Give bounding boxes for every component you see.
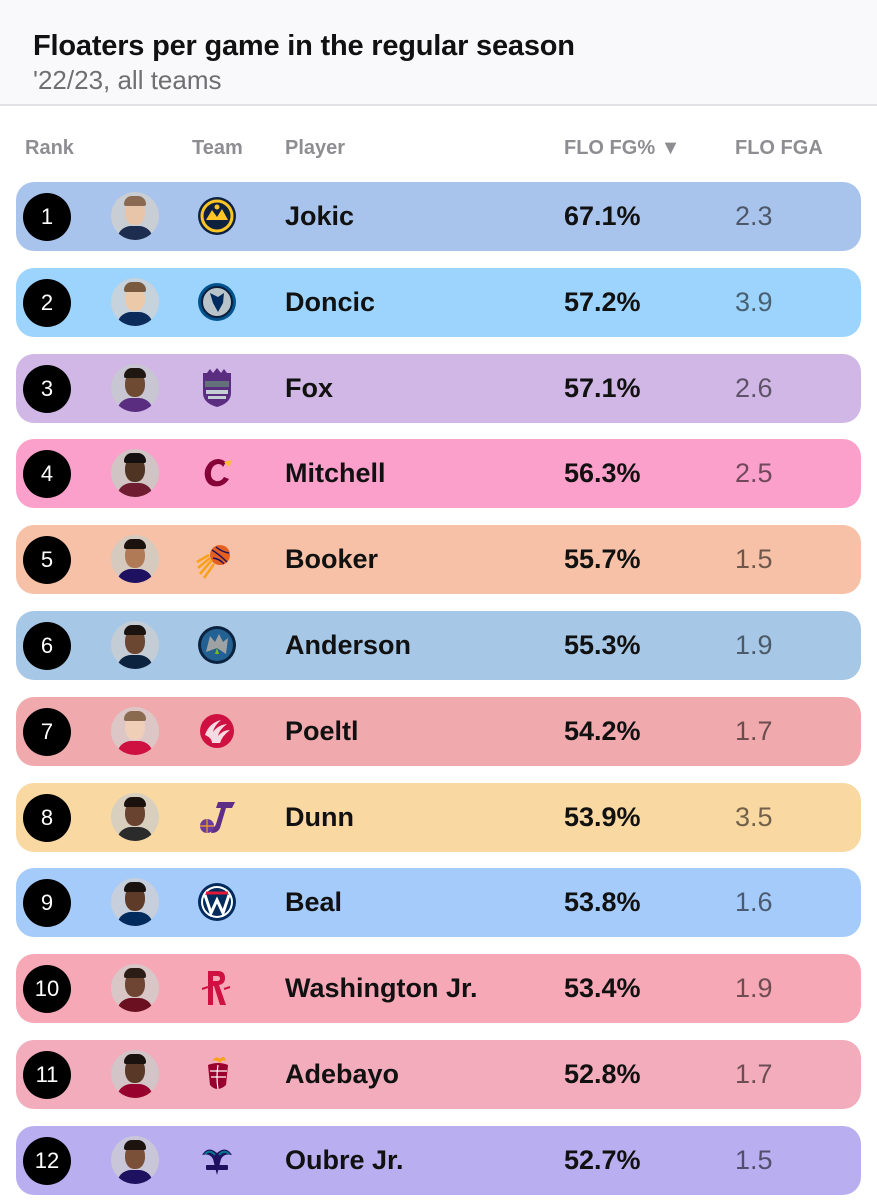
nuggets-logo-icon bbox=[196, 195, 238, 237]
flo-fg-value: 67.1% bbox=[564, 201, 641, 231]
table-row[interactable]: 11 Adebayo 52.8% 1.7 bbox=[16, 1040, 861, 1109]
table-row[interactable]: 6 Anderson 55.3% 1.9 bbox=[16, 611, 861, 680]
player-name: Adebayo bbox=[285, 1059, 400, 1089]
column-header-rank[interactable]: Rank bbox=[25, 137, 74, 159]
rank-badge: 2 bbox=[23, 278, 71, 327]
flo-fg-value: 53.8% bbox=[564, 887, 641, 918]
rank-badge: 6 bbox=[23, 622, 71, 670]
flo-fga-value: 3.9 bbox=[735, 286, 773, 317]
raptors-logo-icon bbox=[196, 710, 238, 752]
player-avatar bbox=[111, 1135, 159, 1184]
flo-fg-value: 55.7% bbox=[564, 544, 641, 575]
rank-badge: 4 bbox=[23, 450, 71, 499]
flo-fga-value: 1.7 bbox=[735, 1059, 773, 1089]
player-name: Dunn bbox=[285, 801, 354, 832]
flo-fga-value: 1.5 bbox=[735, 544, 773, 575]
flo-fga-value: 2.6 bbox=[735, 372, 773, 403]
flo-fg-value: 52.7% bbox=[564, 1144, 641, 1175]
flo-fga-value: 3.5 bbox=[735, 801, 773, 832]
rank-badge: 1 bbox=[23, 193, 71, 241]
table-row[interactable]: 8 Dunn 53.9% 3.5 bbox=[16, 782, 861, 852]
flo-fga-value: 1.5 bbox=[735, 1144, 773, 1175]
player-avatar bbox=[111, 792, 159, 841]
header: Floaters per game in the regular season … bbox=[0, 0, 877, 106]
table-row[interactable]: 9 Beal 53.8% 1.6 bbox=[16, 868, 861, 938]
player-name: Washington Jr. bbox=[285, 973, 478, 1004]
flo-fg-value: 57.2% bbox=[564, 286, 641, 317]
player-avatar bbox=[111, 449, 159, 498]
flo-fg-value: 52.8% bbox=[564, 1059, 641, 1089]
table-row[interactable]: 7 Poeltl 54.2% 1.7 bbox=[16, 696, 861, 766]
rank-badge: 8 bbox=[23, 793, 71, 842]
column-header-flo-fg-sorted[interactable]: FLO FG% ▼ bbox=[564, 137, 681, 159]
rank-badge: 3 bbox=[23, 364, 71, 413]
table-row[interactable]: 5 Booker 55.7% 1.5 bbox=[16, 525, 861, 595]
player-name: Jokic bbox=[285, 201, 355, 231]
page-subtitle: '22/23, all teams bbox=[33, 65, 222, 95]
rank-badge: 10 bbox=[23, 965, 71, 1014]
cavaliers-logo-icon bbox=[196, 452, 238, 494]
hornets-logo-icon bbox=[196, 1139, 238, 1181]
rank-badge: 11 bbox=[23, 1051, 71, 1099]
flo-fg-value: 55.3% bbox=[564, 630, 641, 660]
rank-badge: 7 bbox=[23, 707, 71, 756]
player-name: Beal bbox=[285, 887, 343, 918]
rank-badge: 12 bbox=[23, 1136, 71, 1185]
wizards-logo-icon bbox=[196, 881, 238, 923]
flo-fga-value: 2.5 bbox=[735, 458, 773, 489]
flo-fg-value: 53.9% bbox=[564, 801, 641, 832]
rockets-logo-icon bbox=[196, 967, 238, 1009]
flo-fga-value: 1.7 bbox=[735, 715, 773, 746]
timberwolves-logo-icon bbox=[196, 624, 238, 666]
rank-badge: 5 bbox=[23, 536, 71, 585]
player-name: Booker bbox=[285, 544, 379, 575]
column-header-player[interactable]: Player bbox=[285, 137, 346, 159]
flo-fga-value: 1.9 bbox=[735, 973, 773, 1004]
column-header-team[interactable]: Team bbox=[192, 137, 243, 159]
flo-fga-value: 1.6 bbox=[735, 887, 773, 918]
player-name: Oubre Jr. bbox=[285, 1144, 404, 1175]
heat-logo-icon bbox=[196, 1053, 238, 1095]
player-avatar bbox=[111, 964, 159, 1013]
page-title: Floaters per game in the regular season bbox=[33, 30, 575, 62]
flo-fg-value: 54.2% bbox=[564, 715, 641, 746]
table-row[interactable]: 12 Oubre Jr. 52.7% 1.5 bbox=[16, 1125, 861, 1195]
table-row[interactable]: 10 Washington Jr. 53.4% 1.9 bbox=[16, 954, 861, 1024]
mavericks-logo-icon bbox=[196, 281, 238, 323]
flo-fga-value: 1.9 bbox=[735, 630, 773, 660]
table-row[interactable]: 2 Doncic 57.2% 3.9 bbox=[16, 267, 861, 337]
player-avatar bbox=[111, 878, 159, 927]
suns-logo-icon bbox=[196, 538, 238, 580]
player-name: Poeltl bbox=[285, 715, 359, 746]
flo-fga-value: 2.3 bbox=[735, 201, 773, 231]
table-row[interactable]: 3 Fox 57.1% 2.6 bbox=[16, 353, 861, 423]
player-avatar bbox=[111, 363, 159, 412]
player-avatar bbox=[111, 621, 159, 669]
player-avatar bbox=[111, 706, 159, 755]
table-row[interactable]: 4 Mitchell 56.3% 2.5 bbox=[16, 439, 861, 509]
kings-logo-icon bbox=[196, 367, 238, 409]
player-name: Anderson bbox=[285, 630, 412, 660]
player-name: Doncic bbox=[285, 286, 376, 317]
flo-fg-value: 53.4% bbox=[564, 973, 641, 1004]
player-avatar bbox=[111, 535, 159, 584]
player-name: Fox bbox=[285, 372, 334, 403]
column-header-flo-fga[interactable]: FLO FGA bbox=[735, 137, 823, 159]
player-avatar bbox=[111, 277, 159, 326]
player-avatar bbox=[111, 1050, 159, 1098]
rank-badge: 9 bbox=[23, 879, 71, 928]
table-row[interactable]: 1 Jokic 67.1% 2.3 bbox=[16, 182, 861, 251]
jazz-logo-icon bbox=[196, 796, 238, 838]
flo-fg-value: 56.3% bbox=[564, 458, 641, 489]
player-name: Mitchell bbox=[285, 458, 386, 489]
flo-fg-value: 57.1% bbox=[564, 372, 641, 403]
player-avatar bbox=[111, 192, 159, 240]
